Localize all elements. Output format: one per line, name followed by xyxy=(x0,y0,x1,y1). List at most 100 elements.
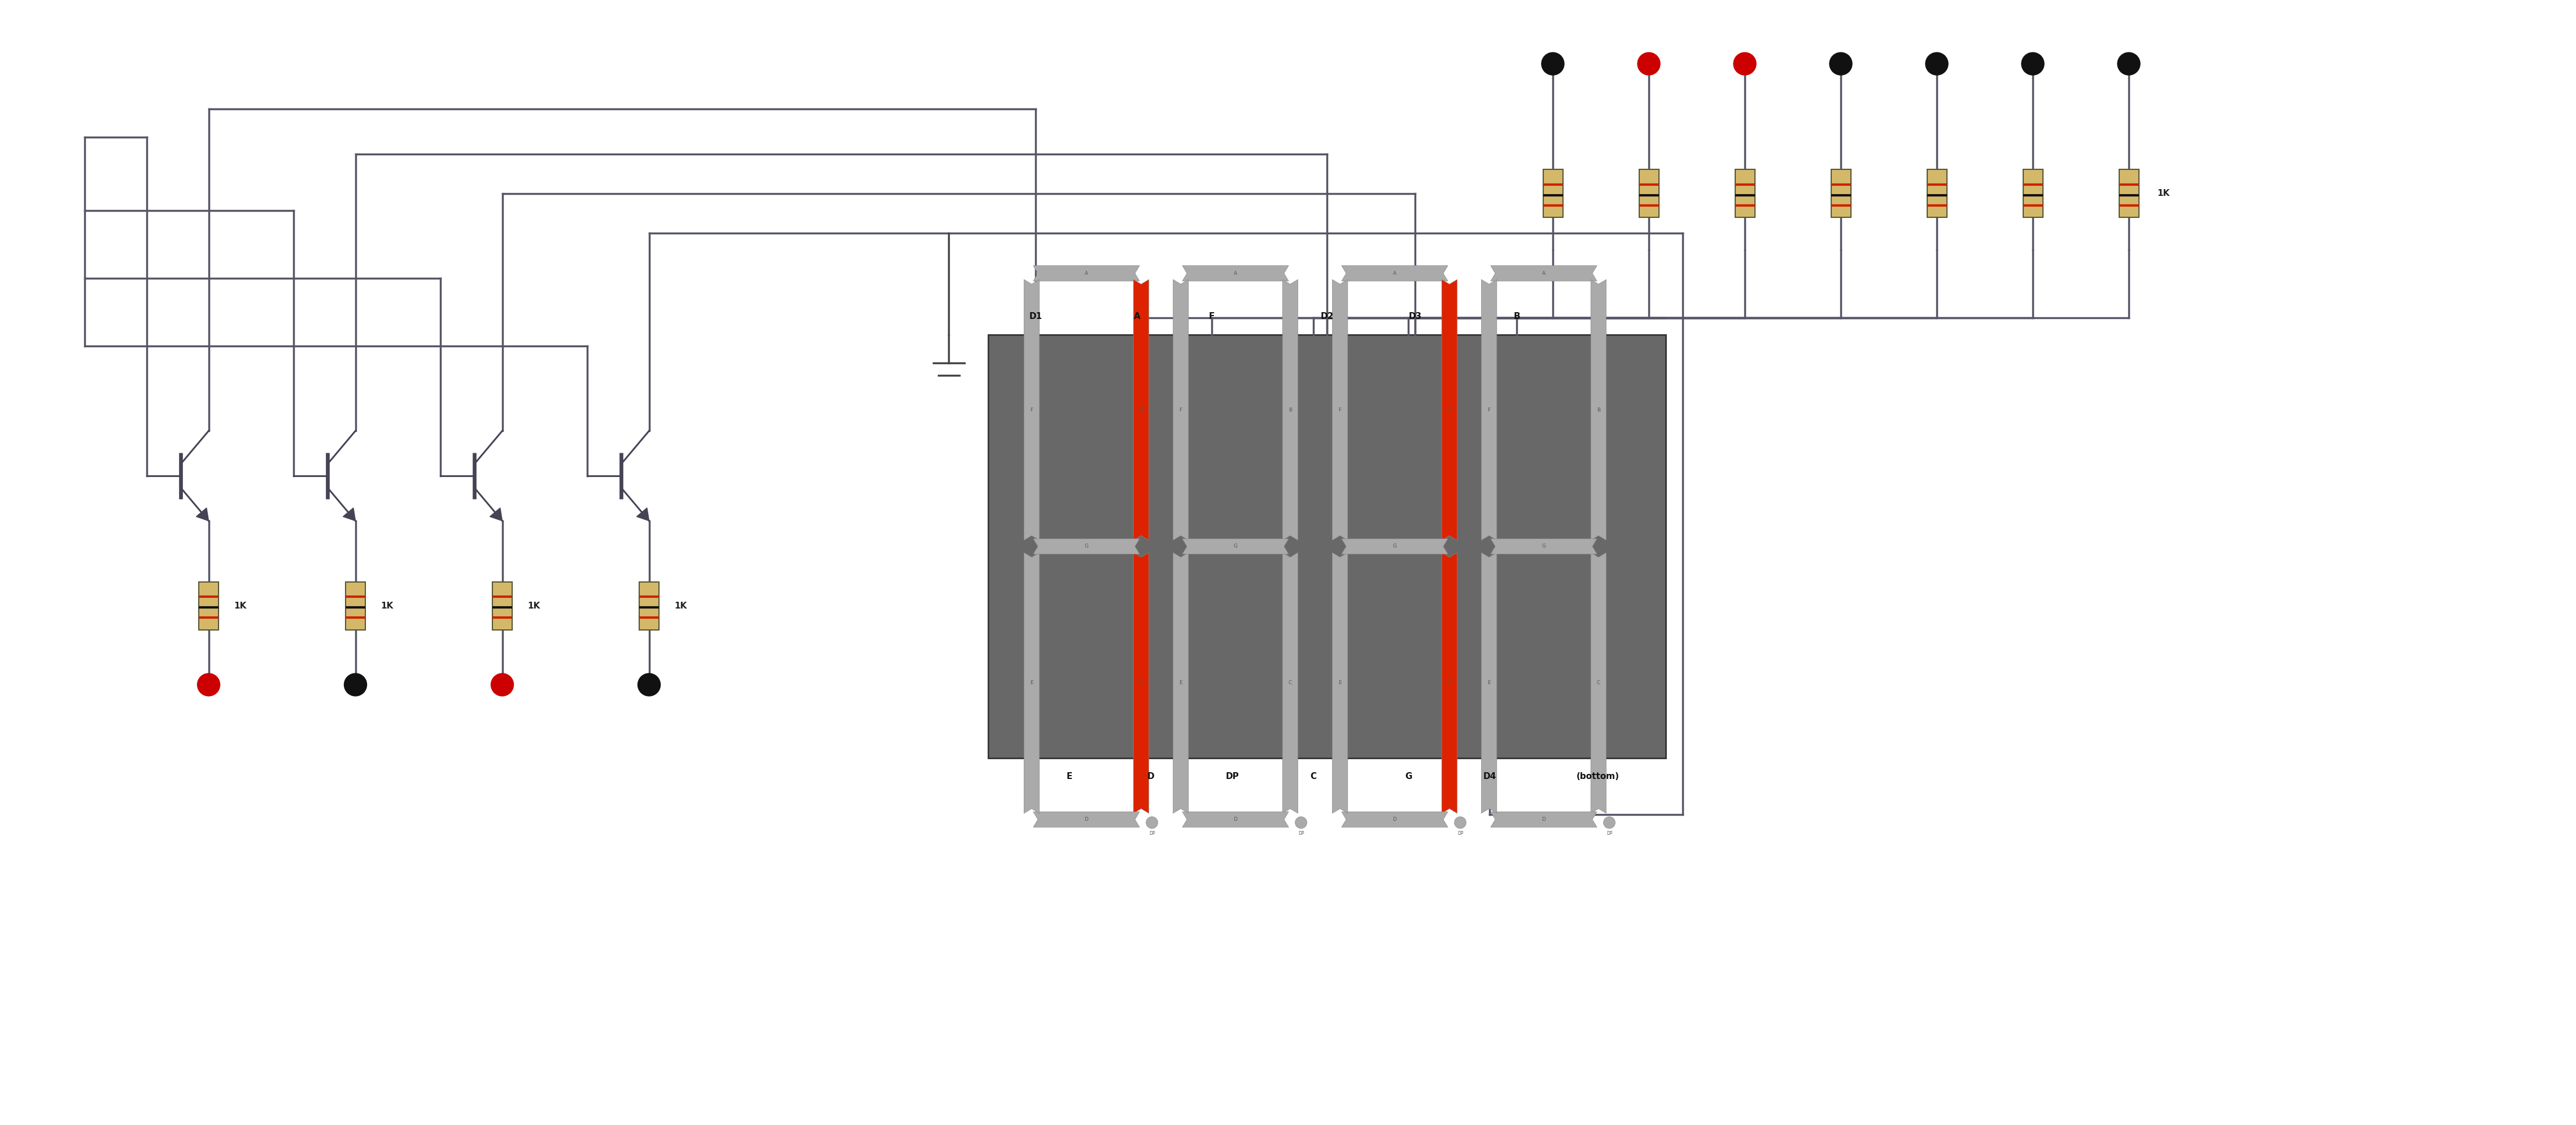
Text: F: F xyxy=(1208,312,1216,321)
Text: B: B xyxy=(1288,407,1293,413)
Text: DP: DP xyxy=(1607,831,1613,836)
Bar xyxy=(1927,170,1947,217)
Text: F: F xyxy=(1486,407,1492,413)
Text: D4: D4 xyxy=(1484,772,1497,781)
Bar xyxy=(198,582,219,630)
Text: G: G xyxy=(1234,543,1236,549)
Bar xyxy=(2022,170,2043,217)
Text: F: F xyxy=(1180,407,1182,413)
Text: G: G xyxy=(1404,772,1412,781)
Text: G: G xyxy=(1543,543,1546,549)
Text: C: C xyxy=(1288,681,1293,685)
Text: A: A xyxy=(1084,271,1087,276)
Circle shape xyxy=(1602,817,1615,828)
Text: A: A xyxy=(1543,271,1546,276)
Polygon shape xyxy=(1592,552,1607,813)
Polygon shape xyxy=(1342,266,1448,281)
Text: C: C xyxy=(1311,772,1316,781)
Polygon shape xyxy=(196,507,209,521)
Text: C: C xyxy=(1139,681,1144,685)
Text: 1K: 1K xyxy=(528,602,541,610)
Text: DP: DP xyxy=(1458,831,1463,836)
Polygon shape xyxy=(1443,279,1458,540)
Text: A: A xyxy=(1234,271,1236,276)
Polygon shape xyxy=(1025,279,1041,540)
Text: D: D xyxy=(1146,772,1154,781)
Circle shape xyxy=(1734,53,1757,75)
Text: D2: D2 xyxy=(1321,312,1334,321)
Circle shape xyxy=(1146,817,1157,828)
Polygon shape xyxy=(1172,279,1188,540)
Polygon shape xyxy=(1492,539,1597,555)
Polygon shape xyxy=(1182,539,1288,555)
Circle shape xyxy=(492,674,513,696)
Text: E: E xyxy=(1030,681,1033,685)
Circle shape xyxy=(198,674,219,696)
Circle shape xyxy=(1829,53,1852,75)
Polygon shape xyxy=(1025,552,1041,813)
Polygon shape xyxy=(1481,552,1497,813)
Polygon shape xyxy=(1033,539,1139,555)
Text: C: C xyxy=(1448,681,1450,685)
Polygon shape xyxy=(1182,266,1288,281)
Circle shape xyxy=(1924,53,1947,75)
Bar xyxy=(1543,170,1564,217)
Text: E: E xyxy=(1340,681,1342,685)
Polygon shape xyxy=(1283,552,1298,813)
Text: E: E xyxy=(1180,681,1182,685)
Text: 1K: 1K xyxy=(234,602,247,610)
Polygon shape xyxy=(1443,552,1458,813)
Polygon shape xyxy=(489,507,502,521)
Text: B: B xyxy=(1597,407,1600,413)
Polygon shape xyxy=(1182,812,1288,827)
Text: DP: DP xyxy=(1149,831,1154,836)
Text: DP: DP xyxy=(1226,772,1239,781)
Bar xyxy=(1832,170,1850,217)
Text: C: C xyxy=(1597,681,1600,685)
Text: F: F xyxy=(1030,407,1033,413)
Polygon shape xyxy=(343,507,355,521)
Polygon shape xyxy=(1592,279,1607,540)
Polygon shape xyxy=(1133,552,1149,813)
Polygon shape xyxy=(1342,539,1448,555)
Text: B: B xyxy=(1515,312,1520,321)
Text: D3: D3 xyxy=(1409,312,1422,321)
Bar xyxy=(1734,170,1754,217)
Bar xyxy=(989,335,1667,758)
Bar xyxy=(639,582,659,630)
Text: (bottom): (bottom) xyxy=(1577,772,1620,781)
Circle shape xyxy=(2117,53,2141,75)
Bar xyxy=(1638,170,1659,217)
Text: D1: D1 xyxy=(1028,312,1043,321)
Text: D: D xyxy=(1394,817,1396,822)
Polygon shape xyxy=(1481,279,1497,540)
Text: B: B xyxy=(1448,407,1450,413)
Text: D: D xyxy=(1234,817,1236,822)
Text: E: E xyxy=(1486,681,1492,685)
Circle shape xyxy=(345,674,366,696)
Text: G: G xyxy=(1394,543,1396,549)
Polygon shape xyxy=(1332,279,1347,540)
Text: A: A xyxy=(1133,312,1141,321)
Text: F: F xyxy=(1340,407,1342,413)
Circle shape xyxy=(1296,817,1306,828)
Circle shape xyxy=(639,674,659,696)
Text: DP: DP xyxy=(1298,831,1303,836)
Text: D: D xyxy=(1084,817,1087,822)
Text: 1K: 1K xyxy=(675,602,688,610)
Polygon shape xyxy=(1342,812,1448,827)
Polygon shape xyxy=(1332,552,1347,813)
Polygon shape xyxy=(1283,279,1298,540)
Polygon shape xyxy=(1033,812,1139,827)
Circle shape xyxy=(1638,53,1659,75)
Polygon shape xyxy=(1172,552,1188,813)
Text: G: G xyxy=(1084,543,1090,549)
Polygon shape xyxy=(1133,279,1149,540)
Bar xyxy=(345,582,366,630)
Circle shape xyxy=(1540,53,1564,75)
Polygon shape xyxy=(1033,266,1139,281)
Text: 1K: 1K xyxy=(2156,189,2169,198)
Text: B: B xyxy=(1139,407,1144,413)
Polygon shape xyxy=(636,507,649,521)
Polygon shape xyxy=(1492,266,1597,281)
